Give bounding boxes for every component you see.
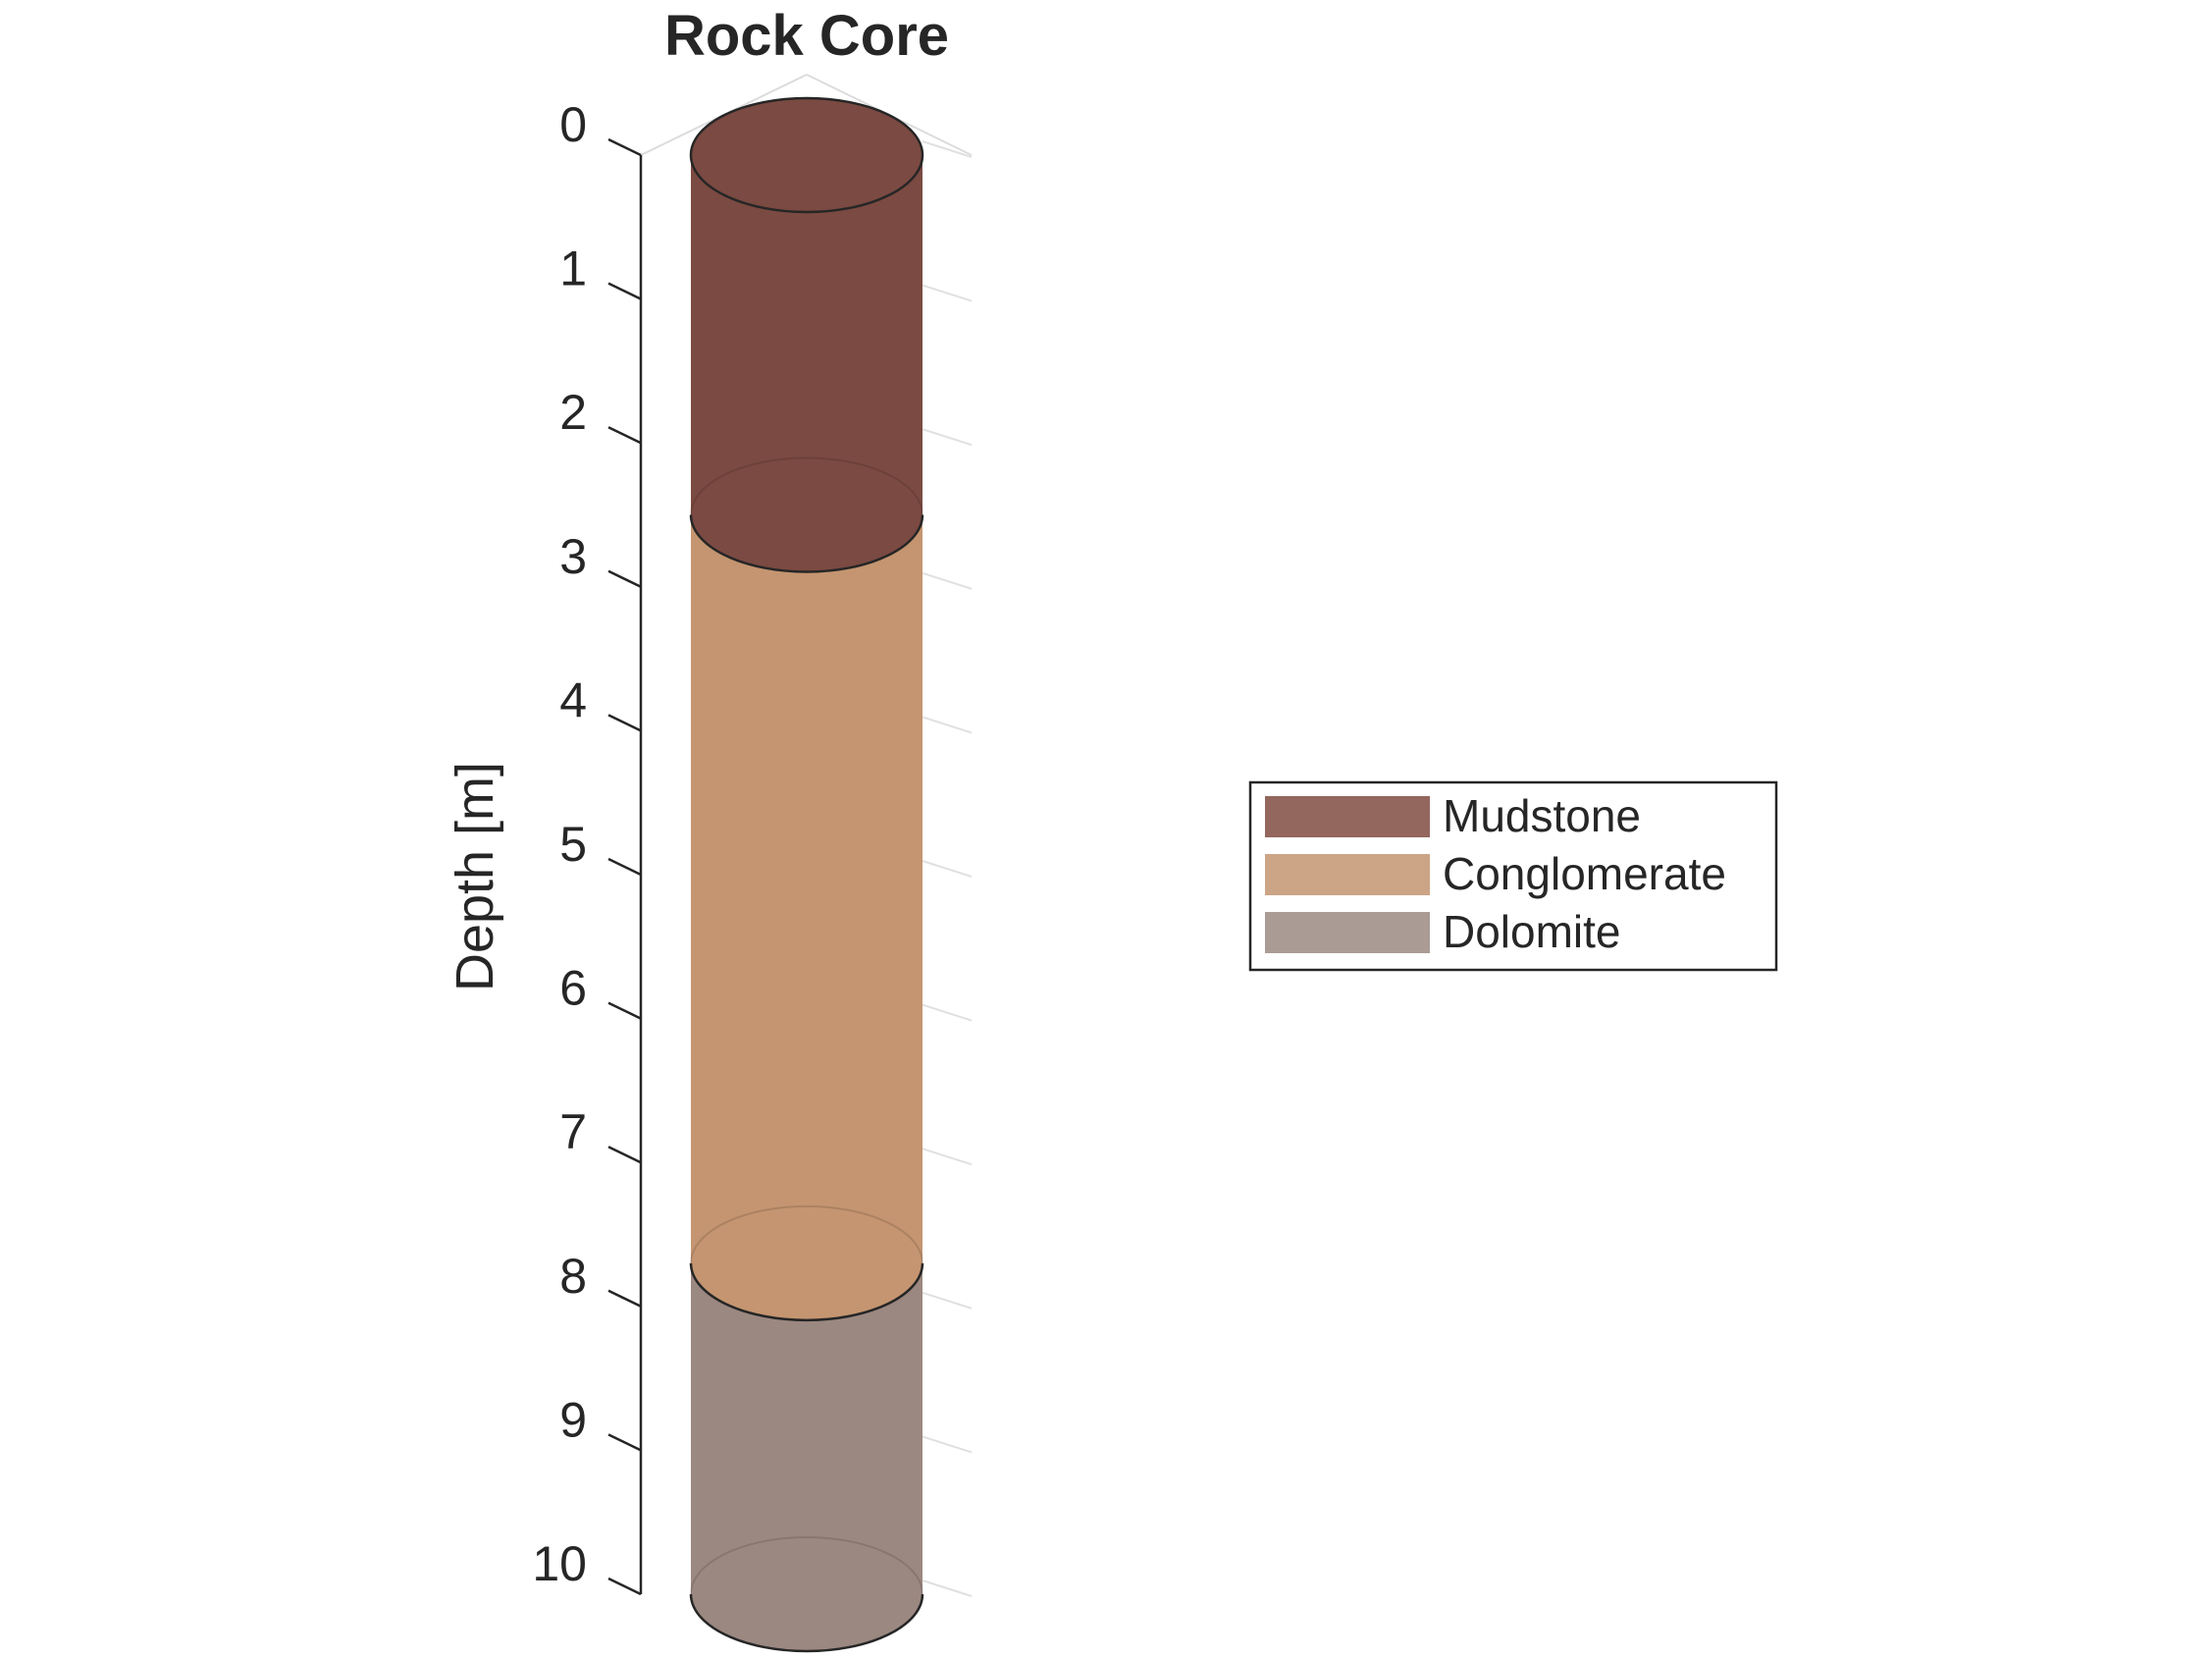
legend-label-dolomite: Dolomite [1443,906,1621,957]
grid-line [922,571,973,590]
y-tick-label: 7 [559,1104,587,1159]
y-tick [607,426,642,445]
y-tick-label: 6 [559,961,587,1016]
y-tick-label: 3 [559,529,587,584]
layer-boundary-front [689,1262,924,1322]
grid-line [922,716,973,734]
core-layer-conglomerate [691,514,922,1320]
y-tick [607,1146,642,1164]
legend-label-conglomerate: Conglomerate [1443,848,1726,899]
layer-boundary-back [690,456,923,515]
core-layer-dolomite [691,1262,922,1651]
y-tick [607,1577,642,1596]
y-tick-label: 8 [559,1249,587,1304]
y-tick [607,1433,642,1452]
core-layers [689,96,924,1653]
y-tick-label: 10 [532,1536,587,1591]
grid-line [922,284,973,302]
y-tick [607,714,642,732]
y-tick-label: 9 [559,1392,587,1447]
y-tick-label: 0 [559,97,587,152]
grid-line [922,1435,973,1454]
y-tick-label: 4 [559,672,587,727]
y-tick [607,137,642,157]
core-bottom-back [690,1536,923,1595]
grid-line [922,140,973,158]
grid-line [922,1579,973,1597]
core-layer-mudstone [691,155,922,572]
y-tick [607,857,642,877]
y-tick-label: 5 [559,817,587,872]
y-tick [607,282,642,300]
grid-line [922,1148,973,1166]
chart-title: Rock Core [664,4,949,68]
grid-line [922,860,973,878]
core-bottom-front [689,1593,924,1653]
legend-swatch-mudstone [1265,796,1430,837]
grid-lines [640,74,973,1597]
y-tick-label: 2 [559,385,587,440]
grid-line [922,428,973,447]
legend: Mudstone Conglomerate Dolomite [1248,780,1778,972]
legend-label-mudstone: Mudstone [1443,790,1641,841]
depth-axis: 0 1 2 3 4 5 6 7 8 9 10 [532,97,643,1596]
y-axis-label: Depth [m] [446,762,504,991]
y-tick-label: 1 [559,241,587,296]
legend-swatch-conglomerate [1265,854,1430,895]
core-top-cap [689,96,924,214]
layer-boundary-front [689,514,924,573]
grid-line [922,1003,973,1022]
y-tick [607,1289,642,1308]
layer-boundary-back [690,1204,923,1263]
grid-line [922,1291,973,1310]
y-tick [607,1001,642,1020]
legend-swatch-dolomite [1265,912,1430,953]
y-tick [607,569,642,588]
